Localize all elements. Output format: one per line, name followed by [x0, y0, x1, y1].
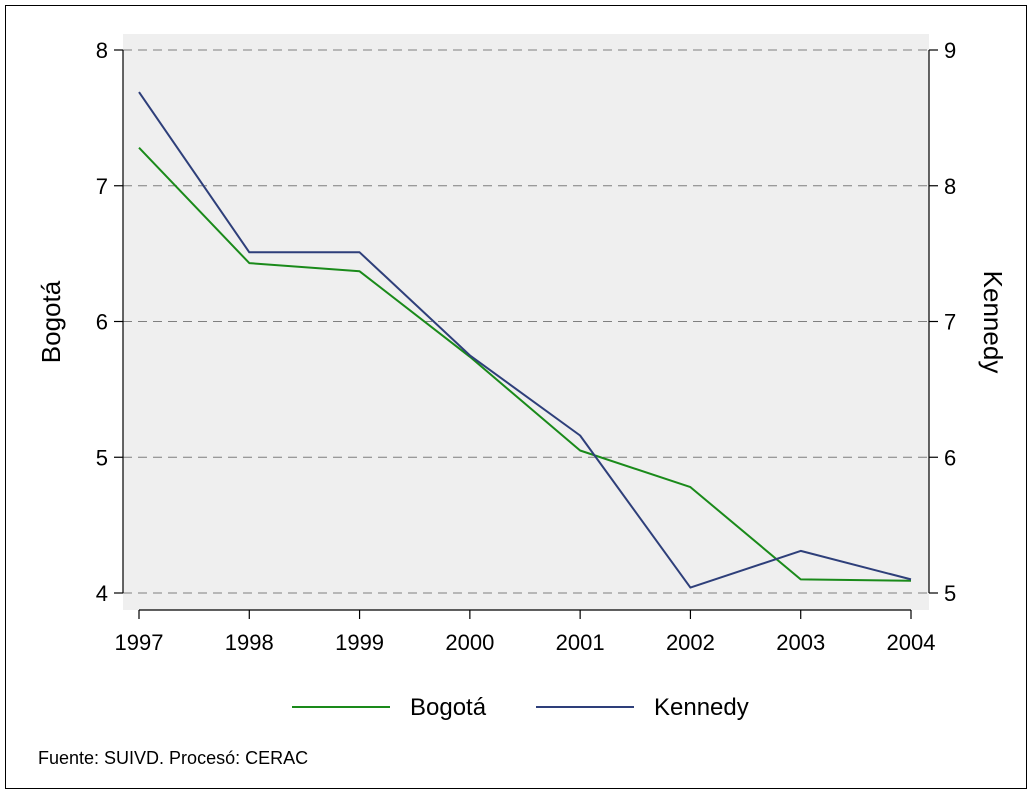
y-tick-label-left: 7 — [96, 174, 108, 199]
x-tick-label: 1997 — [115, 630, 164, 655]
series-lines — [138, 91, 912, 589]
x-tick-label: 2002 — [666, 630, 715, 655]
legend: Bogotá Kennedy — [292, 694, 749, 721]
y-tick-label-right: 5 — [944, 581, 956, 606]
y-tick-label-left: 8 — [96, 38, 108, 63]
plot-area — [123, 34, 929, 610]
x-tick-label: 2003 — [776, 630, 825, 655]
series-line-bogot- — [138, 147, 912, 582]
y-tick-label-right: 8 — [944, 174, 956, 199]
y-tick-label-right: 7 — [944, 310, 956, 335]
x-tick-label: 1998 — [225, 630, 274, 655]
axes — [114, 49, 938, 619]
y-tick-label-left: 5 — [96, 445, 108, 470]
y-tick-label-left: 4 — [96, 581, 108, 606]
y-axis-title-left: Bogotá — [36, 280, 66, 363]
x-tick-label: 2000 — [445, 630, 494, 655]
source-note: Fuente: SUIVD. Procesó: CERAC — [38, 748, 308, 768]
x-tick-label: 2001 — [556, 630, 605, 655]
x-tick-label: 2004 — [887, 630, 936, 655]
x-tick-label: 1999 — [335, 630, 384, 655]
y-tick-label-left: 6 — [96, 310, 108, 335]
tick-labels: 4 5 6 7 8 5 6 7 8 9 1997 1998 1999 2000 2001 2002 2003 20… — [96, 38, 957, 655]
y-tick-label-right: 6 — [944, 445, 956, 470]
legend-label-kennedy: Kennedy — [654, 694, 749, 721]
y-tick-label-right: 9 — [944, 38, 956, 63]
legend-label-bogota: Bogotá — [410, 694, 487, 721]
series-line-kennedy — [138, 91, 912, 589]
y-axis-title-right: Kennedy — [978, 271, 1008, 374]
